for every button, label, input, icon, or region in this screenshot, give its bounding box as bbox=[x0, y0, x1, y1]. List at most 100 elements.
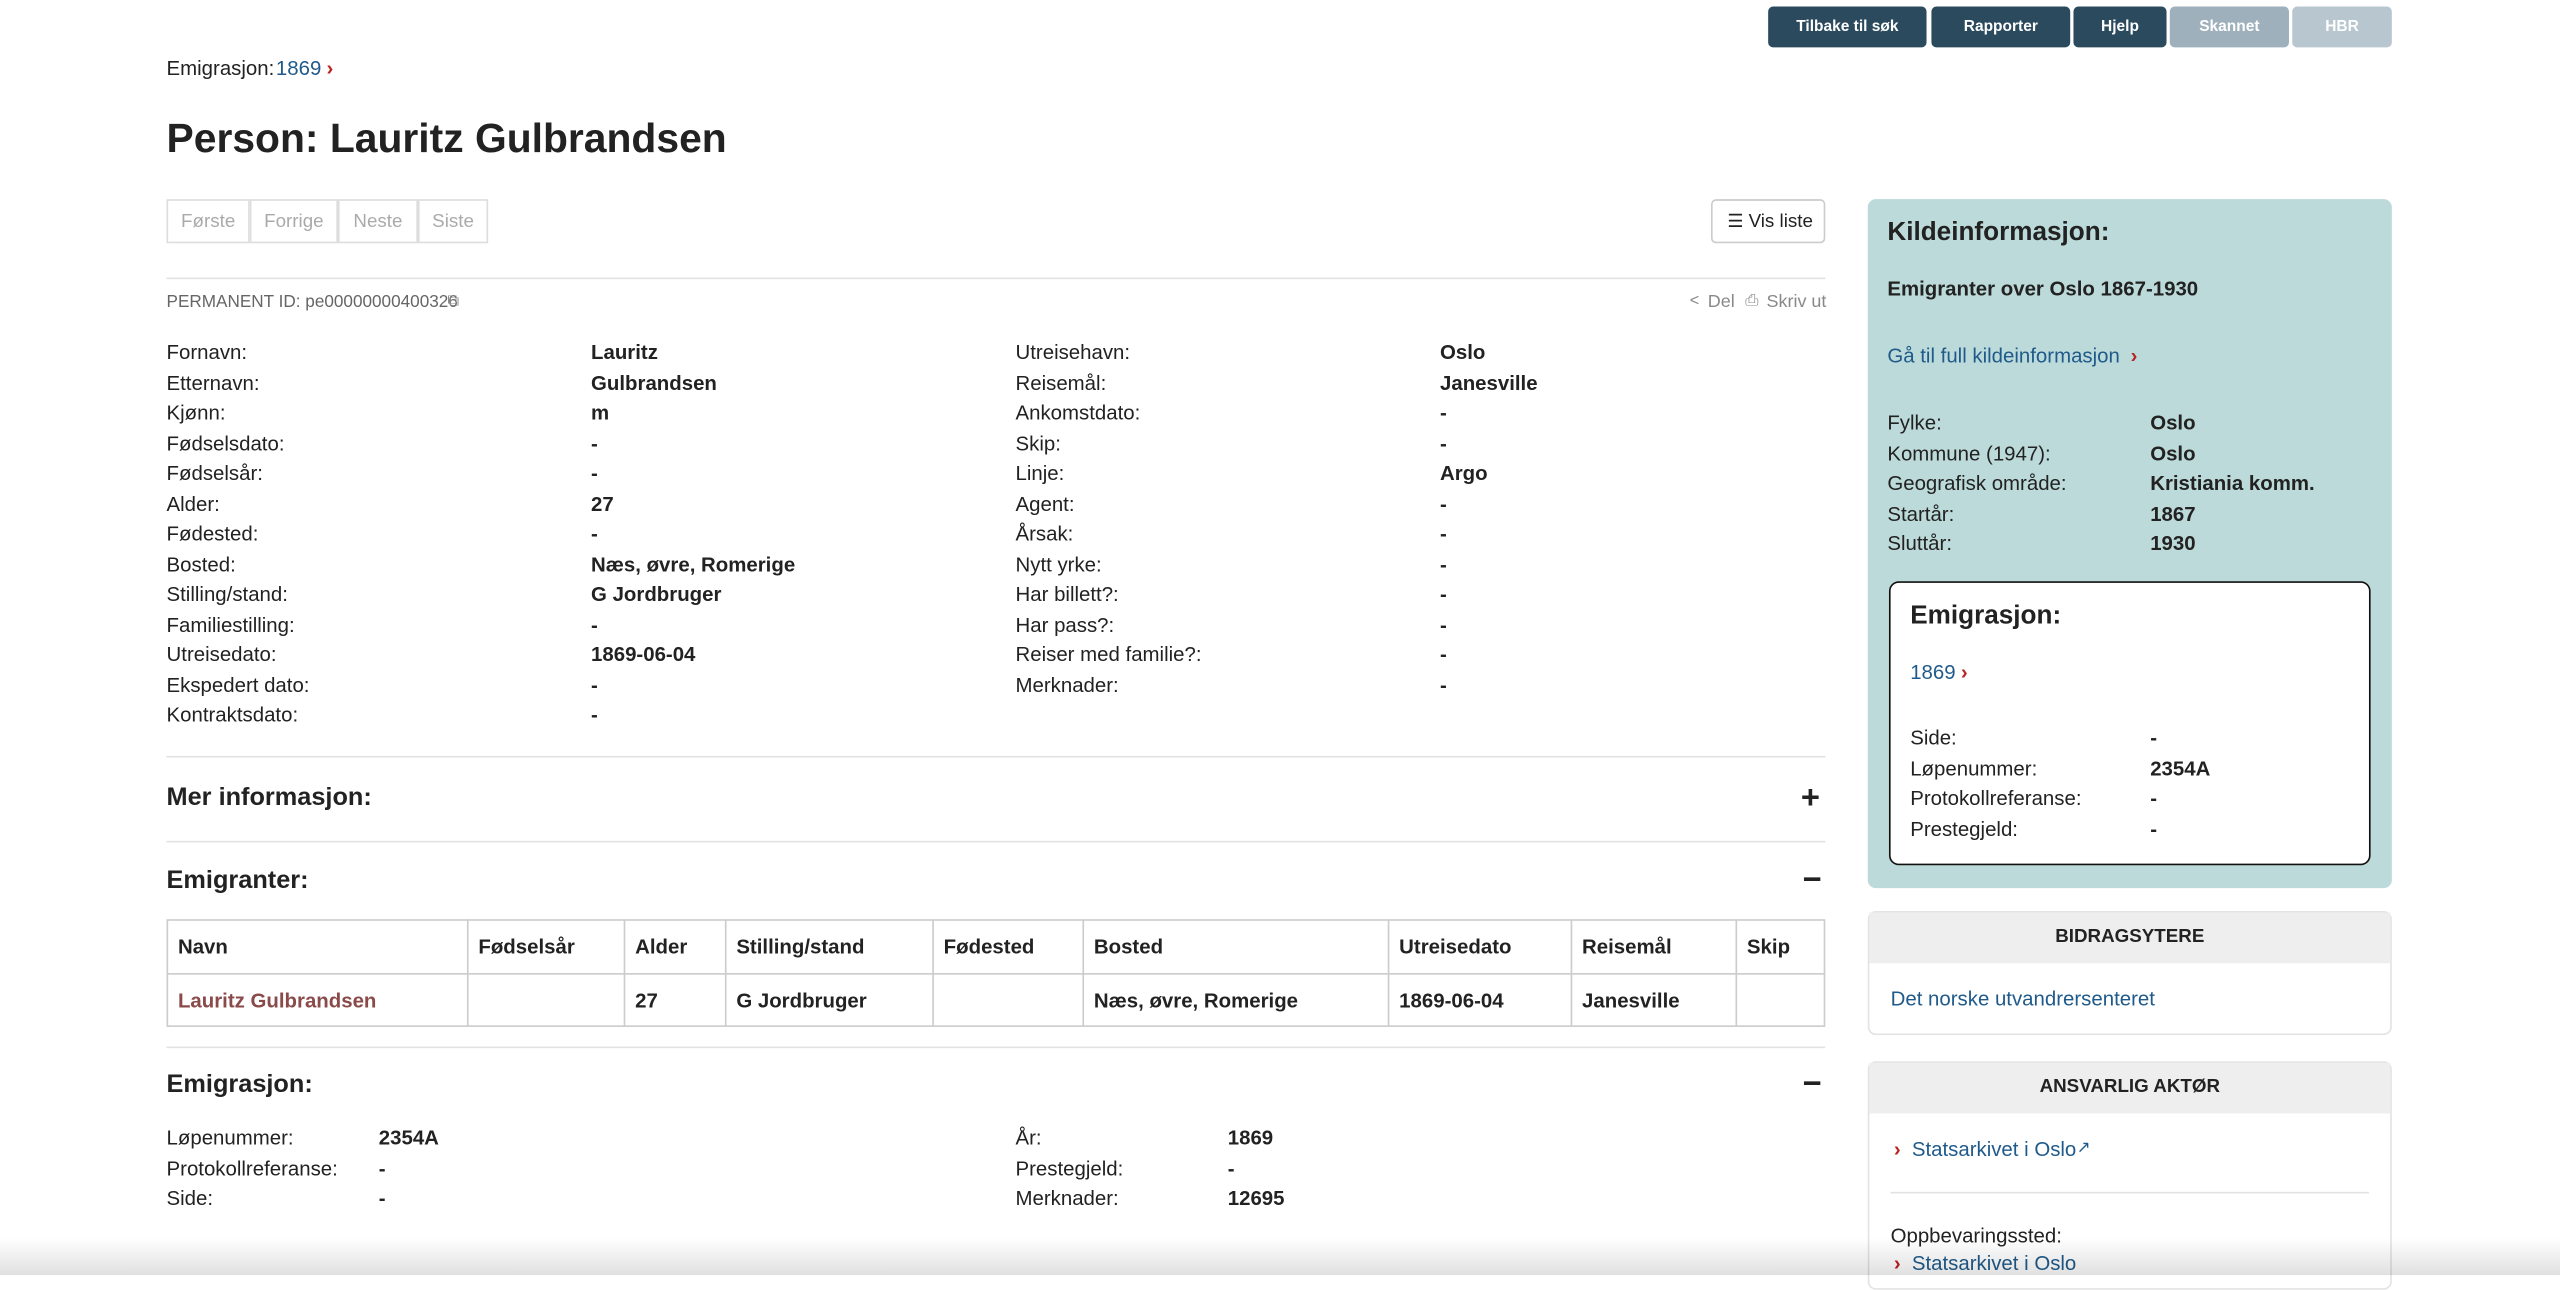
table-cell: Janesville bbox=[1582, 989, 1680, 1013]
field-value: - bbox=[1439, 582, 1447, 606]
field-value: - bbox=[1439, 552, 1447, 576]
chevron: › bbox=[1893, 1137, 1901, 1161]
contributor-link[interactable]: Det norske utvandrersenteret bbox=[1890, 987, 2155, 1011]
field-label: Linje: bbox=[1015, 462, 1065, 485]
table-header: Fødselsår bbox=[478, 935, 575, 959]
field-label: Fylke: bbox=[1887, 411, 1942, 435]
field-label: Sluttår: bbox=[1887, 532, 1953, 556]
toolbar-button[interactable] bbox=[2292, 6, 2392, 48]
field-value: - bbox=[1439, 431, 1447, 455]
toolbar-label[interactable]: Hjelp bbox=[2101, 17, 2139, 36]
chevron: › bbox=[1894, 1251, 1901, 1277]
table-cell: Næs, øvre, Romerige bbox=[1093, 989, 1299, 1013]
list-label[interactable]: Vis liste bbox=[1748, 211, 1813, 232]
toolbar-label[interactable]: HBR bbox=[2325, 17, 2359, 36]
responsible-link[interactable]: Statsarkivet i Oslo bbox=[1911, 1137, 2077, 1161]
field-value: Kristiania komm. bbox=[2150, 471, 2315, 495]
field-label: Løpenummer: bbox=[166, 1126, 294, 1150]
field-label: Skip: bbox=[1015, 431, 1061, 455]
field-label: Alder: bbox=[166, 492, 220, 516]
emigration-box bbox=[1888, 581, 2371, 866]
field-value: - bbox=[2150, 817, 2158, 840]
table-col-divider bbox=[1387, 919, 1390, 1027]
field-value: Næs, øvre, Romerige bbox=[591, 552, 796, 576]
field-value: - bbox=[2150, 726, 2158, 750]
field-label: Side: bbox=[166, 1186, 214, 1210]
table-link[interactable]: Lauritz Gulbrandsen bbox=[177, 989, 377, 1013]
table-col-divider bbox=[1082, 919, 1085, 1027]
field-value: - bbox=[591, 462, 598, 485]
panel-header bbox=[1869, 912, 2391, 964]
share-link[interactable]: Del bbox=[1707, 292, 1735, 312]
field-label: Bosted: bbox=[166, 552, 236, 576]
panel-header bbox=[1869, 1062, 2391, 1114]
field-label: Protokollreferanse: bbox=[1910, 786, 2082, 810]
toolbar-label[interactable]: Rapporter bbox=[1963, 17, 2038, 36]
table-col-divider bbox=[466, 919, 469, 1027]
box-title: Emigrasjon: bbox=[1910, 602, 2062, 631]
copy-icon: ⧉ bbox=[447, 292, 460, 311]
box-link[interactable]: 1869 bbox=[1910, 661, 1956, 685]
expand-icon: + bbox=[1800, 780, 1820, 817]
toolbar-label[interactable]: Tilbake til søk bbox=[1796, 17, 1899, 36]
divider bbox=[166, 840, 1826, 843]
divider bbox=[166, 277, 1826, 280]
field-label: Fødselsår: bbox=[166, 462, 263, 485]
field-value: 2354A bbox=[2150, 756, 2211, 780]
divider bbox=[1890, 1191, 2369, 1194]
field-label: Utreisehavn: bbox=[1015, 341, 1131, 365]
field-label: Etternavn: bbox=[166, 371, 260, 395]
field-label: Årsak: bbox=[1015, 522, 1074, 546]
pager-button[interactable] bbox=[249, 199, 338, 244]
pager-button[interactable] bbox=[166, 199, 250, 244]
field-label: Nytt yrke: bbox=[1015, 552, 1102, 576]
breadcrumb-label: Emigrasjon: bbox=[166, 57, 275, 80]
pager-label[interactable]: Første bbox=[181, 211, 236, 232]
toolbar-button[interactable] bbox=[1931, 6, 2071, 48]
field-value: - bbox=[1439, 643, 1447, 667]
table-header: Skip bbox=[1746, 935, 1791, 959]
field-label: Reisemål: bbox=[1015, 371, 1107, 395]
print-link[interactable]: Skriv ut bbox=[1766, 292, 1827, 312]
field-value: G Jordbruger bbox=[591, 582, 722, 606]
collapse-icon: − bbox=[1802, 1066, 1822, 1103]
panel-title: ANSVARLIG AKTØR bbox=[2039, 1077, 2221, 1098]
table-col-divider bbox=[1570, 919, 1573, 1027]
source-link[interactable]: Gå til full kildeinformasjon bbox=[1887, 344, 2120, 368]
bottom-shade bbox=[0, 1237, 2560, 1276]
table-col-divider bbox=[623, 919, 626, 1027]
toolbar-button[interactable] bbox=[2073, 6, 2167, 48]
field-value: - bbox=[591, 673, 598, 697]
toolbar-button[interactable] bbox=[1768, 6, 1927, 48]
pager-label[interactable]: Neste bbox=[353, 211, 403, 232]
table-cell: 1869-06-04 bbox=[1399, 989, 1504, 1013]
field-label: Fornavn: bbox=[166, 341, 248, 365]
toolbar-button[interactable] bbox=[2169, 6, 2289, 48]
source-name: Emigranter over Oslo 1867-1930 bbox=[1887, 277, 2199, 301]
list-icon: ☰ bbox=[1727, 211, 1744, 232]
field-label: Kjønn: bbox=[166, 401, 226, 425]
panel-title: BIDRAGSYTERE bbox=[2055, 927, 2205, 947]
pager-label[interactable]: Siste bbox=[432, 211, 474, 232]
section-title: Emigrasjon: bbox=[166, 1071, 313, 1099]
field-value: - bbox=[1439, 522, 1447, 546]
storage-link[interactable]: Statsarkivet i Oslo bbox=[1912, 1251, 2076, 1277]
field-label: Fødested: bbox=[166, 522, 259, 546]
toolbar-label[interactable]: Skannet bbox=[2199, 17, 2260, 36]
pager-button[interactable] bbox=[417, 199, 489, 244]
print-icon: ⎙ bbox=[1745, 292, 1759, 311]
field-value: Oslo bbox=[2150, 441, 2196, 465]
section-title: Emigranter: bbox=[166, 866, 309, 895]
permanent-id: PERMANENT ID: pe00000000400326 bbox=[166, 292, 458, 312]
field-value: - bbox=[1439, 673, 1447, 697]
breadcrumb-link[interactable]: 1869 bbox=[275, 57, 322, 80]
field-label: Stilling/stand: bbox=[166, 582, 288, 606]
table-header: Alder bbox=[635, 935, 688, 959]
field-label: Løpenummer: bbox=[1910, 756, 2038, 780]
pager-label[interactable]: Forrige bbox=[264, 211, 324, 232]
field-value: - bbox=[1439, 492, 1447, 516]
external-icon: ↗ bbox=[2076, 1139, 2091, 1158]
field-label: Side: bbox=[1910, 726, 1957, 750]
list-button[interactable] bbox=[1711, 199, 1826, 244]
pager-button[interactable] bbox=[337, 199, 418, 244]
